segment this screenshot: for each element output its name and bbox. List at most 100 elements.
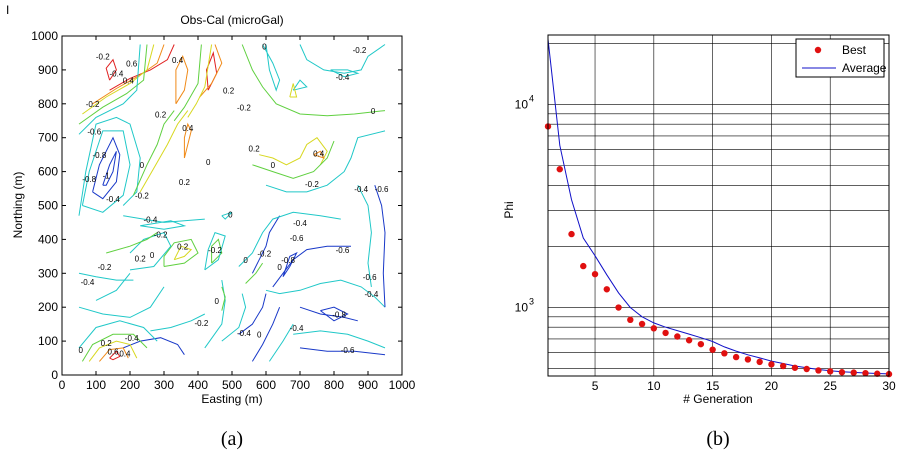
- contour-label: -0.4: [237, 329, 251, 338]
- contour-label: -1: [103, 171, 111, 180]
- contour-label: 0: [262, 43, 267, 52]
- contour-label: -0.6: [341, 346, 355, 355]
- best-point: [803, 365, 810, 373]
- contour-line: [88, 340, 138, 362]
- contour-y-tick-label: 600: [38, 165, 58, 179]
- contour-y-tick-label: 0: [51, 368, 58, 382]
- contour-line: [78, 320, 158, 349]
- phi-x-tick-label: 10: [647, 379, 661, 393]
- best-point: [638, 320, 646, 328]
- contour-label: -0.4: [290, 324, 304, 333]
- contour-label: 0: [257, 331, 262, 340]
- contour-label: -0.4: [144, 215, 158, 224]
- contour-line: [199, 44, 223, 98]
- contour-line: [163, 238, 199, 267]
- contour-x-tick-label: 700: [290, 378, 310, 392]
- contour-y-tick-label: 300: [38, 266, 58, 280]
- contour-line: [173, 44, 202, 122]
- contour-line: [299, 347, 386, 356]
- contour-line: [292, 79, 308, 91]
- contour-label: 0.2: [177, 243, 189, 252]
- contour-label: -0.2: [353, 46, 367, 55]
- contour-x-tick-label: 500: [222, 378, 242, 392]
- contour-y-tick-label: 500: [38, 199, 58, 213]
- best-point: [756, 358, 763, 366]
- contour-line: [132, 110, 175, 196]
- contour-label: -0.2: [237, 104, 251, 113]
- contour-line: [313, 150, 325, 159]
- contour-label: -0.6: [290, 234, 304, 243]
- best-point: [768, 361, 775, 368]
- caption-a: (a): [221, 428, 243, 450]
- best-point: [709, 346, 716, 353]
- contour-y-tick-label: 1000: [31, 29, 58, 43]
- contour-label: -0.4: [365, 290, 379, 299]
- contour-label: 0: [243, 256, 248, 265]
- contour-label: -0.4: [125, 334, 139, 343]
- contour-line: [357, 184, 372, 287]
- best-point: [580, 262, 587, 270]
- legend-best-marker: [814, 46, 822, 54]
- contour-line: [99, 347, 129, 362]
- contour-line: [238, 211, 341, 267]
- corner-mark: I: [6, 3, 9, 17]
- contour-line: [150, 313, 206, 332]
- contour-label: -0.4: [293, 219, 307, 228]
- contour-label: -0.2: [135, 192, 149, 201]
- best-point: [827, 368, 834, 375]
- contour-x-tick-label: 0: [59, 378, 66, 392]
- phi-series: [544, 39, 893, 378]
- contour-label: 0.2: [249, 144, 261, 153]
- contour-label: -0.2: [96, 53, 110, 62]
- legend-best-label: Best: [842, 43, 867, 57]
- contour-line: [81, 333, 148, 362]
- contour-y-label: Northing (m): [11, 172, 25, 239]
- contour-title: Obs-Cal (microGal): [180, 13, 283, 27]
- contour-label: 0.6: [126, 60, 138, 69]
- best-point: [591, 270, 599, 278]
- contour-x-tick-label: 100: [86, 378, 106, 392]
- contour-line: [299, 44, 386, 74]
- contour-line: [204, 280, 226, 349]
- contour-line: [106, 232, 158, 254]
- contour-label: 0.2: [101, 339, 113, 348]
- best-point: [779, 362, 787, 370]
- best-point: [744, 356, 752, 363]
- phi-x-tick-label: 15: [706, 379, 720, 393]
- contour-label: 0.2: [179, 178, 191, 187]
- contour-label: 0.4: [172, 56, 184, 65]
- legend-average-label: Average: [842, 61, 887, 75]
- contour-line: [78, 286, 165, 318]
- contour-x-tick-label: 300: [154, 378, 174, 392]
- best-point: [815, 367, 822, 374]
- contour-line: [293, 330, 386, 349]
- contour-y-tick-label: 900: [38, 63, 58, 77]
- best-point: [697, 340, 705, 348]
- phi-x-tick-label: 5: [592, 379, 599, 393]
- contour-x-tick-label: 400: [188, 378, 208, 392]
- contour-label: 0: [228, 210, 233, 219]
- contour-plot: Obs-Cal (microGal) -0.2-0.40.60.4-0.20.4…: [11, 13, 416, 406]
- best-point: [603, 286, 610, 293]
- contour-label: -0.2: [257, 249, 271, 258]
- contour-line: [330, 69, 360, 78]
- contour-line: [139, 110, 189, 193]
- contour-label: 0: [140, 161, 145, 170]
- contour-line: [282, 251, 298, 277]
- contour-line: [320, 306, 349, 322]
- contour-line: [262, 44, 281, 92]
- contour-line: [374, 185, 386, 308]
- phi-legend: Best Average: [795, 38, 887, 78]
- contour-label: -0.2: [154, 231, 168, 240]
- best-point: [838, 369, 846, 376]
- contour-label: -0.2: [98, 263, 112, 272]
- phi-y-tick-label: 10: [515, 98, 529, 112]
- contour-label: 0: [206, 158, 211, 167]
- contour-label: 0: [78, 346, 83, 355]
- best-point: [627, 316, 634, 324]
- contour-label: -0.6: [363, 273, 377, 282]
- best-point: [862, 369, 869, 377]
- contour-y-ticks: 0 100 200 300 400 500 600 700 800 900 1000: [31, 29, 402, 382]
- contour-y-tick-label: 200: [38, 300, 58, 314]
